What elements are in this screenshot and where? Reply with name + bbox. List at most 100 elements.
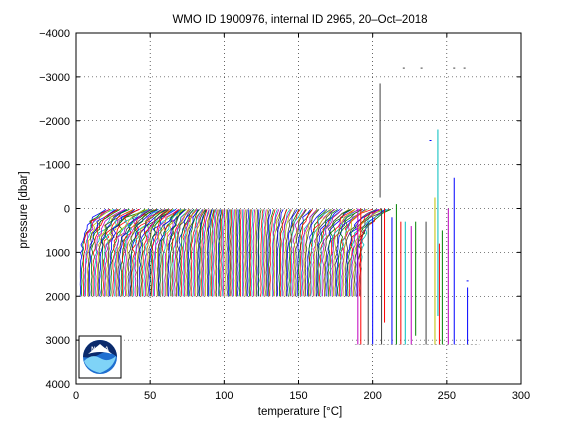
- x-axis-label: temperature [°C]: [258, 406, 343, 418]
- temperature-profile: [116, 209, 148, 297]
- temperature-profile: [352, 209, 383, 297]
- profile-lines: [79, 209, 392, 297]
- temperature-profile: [117, 209, 150, 297]
- temperature-profile: [232, 209, 235, 297]
- temperature-profile: [298, 209, 313, 297]
- temperature-profile: [147, 209, 170, 297]
- temperature-profile: [281, 209, 291, 297]
- temperature-profile: [252, 209, 256, 297]
- temperature-profile: [164, 209, 187, 297]
- temperature-profile: [251, 209, 254, 297]
- temperature-profile: [282, 209, 292, 297]
- temperature-profile: [290, 209, 303, 297]
- temperature-profile: [288, 209, 300, 297]
- temperature-profile: [209, 209, 215, 297]
- temperature-profile: [317, 209, 339, 297]
- temperature-profile: [231, 209, 234, 297]
- temperature-profile: [241, 209, 244, 297]
- temperature-profile: [324, 209, 351, 297]
- temperature-profile: [148, 209, 177, 297]
- temperature-profile: [268, 209, 274, 297]
- temperature-profile: [299, 209, 313, 297]
- temperature-profile: [118, 209, 152, 297]
- x-tick-label: 300: [512, 390, 530, 402]
- temperature-profile: [165, 209, 184, 297]
- temperature-profile: [227, 209, 230, 297]
- temperature-profile: [190, 209, 204, 297]
- temperature-profile: [230, 209, 233, 297]
- temperature-profile: [203, 209, 210, 297]
- temperature-profile: [339, 209, 368, 297]
- temperature-profile: [350, 209, 387, 297]
- temperature-profile: [121, 209, 157, 297]
- temperature-profile: [153, 209, 179, 297]
- temperature-profile: [127, 209, 154, 297]
- temperature-profile: [303, 209, 319, 297]
- temperature-profile: [136, 209, 162, 297]
- y-tick-label: −1000: [39, 160, 70, 172]
- temperature-profile: [97, 209, 128, 297]
- y-tick-label: −3000: [39, 72, 70, 84]
- logo-bird: [88, 344, 112, 354]
- temperature-profile: [300, 209, 319, 297]
- temperature-profile: [162, 209, 182, 297]
- temperature-profile: [341, 209, 367, 297]
- temperature-profile: [124, 209, 151, 297]
- temperature-profile: [260, 209, 264, 297]
- x-tick-label: 200: [363, 390, 381, 402]
- temperature-profile: [264, 209, 269, 297]
- temperature-profile: [337, 209, 363, 297]
- temperature-profile: [289, 209, 301, 297]
- temperature-profile: [189, 209, 200, 297]
- y-tick-label: −4000: [39, 28, 70, 40]
- temperature-profile: [238, 209, 241, 297]
- temperature-profile: [85, 209, 110, 297]
- temperature-profile: [276, 209, 284, 297]
- temperature-profile: [115, 209, 150, 297]
- temperature-profile: [279, 209, 288, 297]
- temperature-profile: [176, 209, 192, 297]
- temperature-profile: [286, 209, 298, 297]
- temperature-profile: [320, 209, 343, 297]
- temperature-profile: [292, 209, 306, 297]
- y-tick-label: −2000: [39, 116, 70, 128]
- temperature-profile: [180, 209, 198, 297]
- temperature-profile: [80, 209, 111, 297]
- temperature-profile: [158, 209, 182, 297]
- temperature-profile: [315, 209, 335, 297]
- temperature-profile: [308, 209, 328, 297]
- temperature-profile: [213, 209, 218, 297]
- temperature-profile: [210, 209, 216, 297]
- temperature-profile: [199, 209, 207, 297]
- temperature-profile: [202, 209, 210, 297]
- temperature-profile: [193, 209, 204, 297]
- temperature-profile: [275, 209, 282, 297]
- temperature-profile: [217, 209, 221, 297]
- temperature-profile: [100, 209, 130, 297]
- temperature-profile: [284, 209, 293, 297]
- temperature-profile: [98, 209, 127, 297]
- y-tick-label: 3000: [46, 335, 70, 347]
- temperature-profile: [342, 209, 368, 297]
- temperature-profile: [92, 209, 119, 297]
- temperature-profile: [273, 209, 282, 297]
- temperature-profile: [346, 209, 379, 297]
- temperature-profile: [152, 209, 181, 297]
- temperature-profile: [182, 209, 196, 297]
- temperature-profile: [214, 209, 219, 297]
- temperature-profile: [239, 209, 242, 297]
- temperature-profile: [130, 209, 158, 297]
- temperature-profile: [269, 209, 276, 297]
- temperature-profile: [265, 209, 270, 297]
- temperature-profile: [255, 209, 258, 297]
- temperature-profile: [215, 209, 220, 297]
- temperature-profile: [306, 209, 326, 297]
- temperature-profile: [235, 209, 238, 297]
- temperature-profile: [296, 209, 311, 297]
- temperature-profile: [224, 209, 227, 297]
- y-tick-label: 1000: [46, 247, 70, 259]
- temperature-profile: [313, 209, 333, 297]
- temperature-profile: [185, 209, 197, 297]
- temperature-profile: [150, 209, 173, 297]
- temperature-profile: [88, 209, 116, 297]
